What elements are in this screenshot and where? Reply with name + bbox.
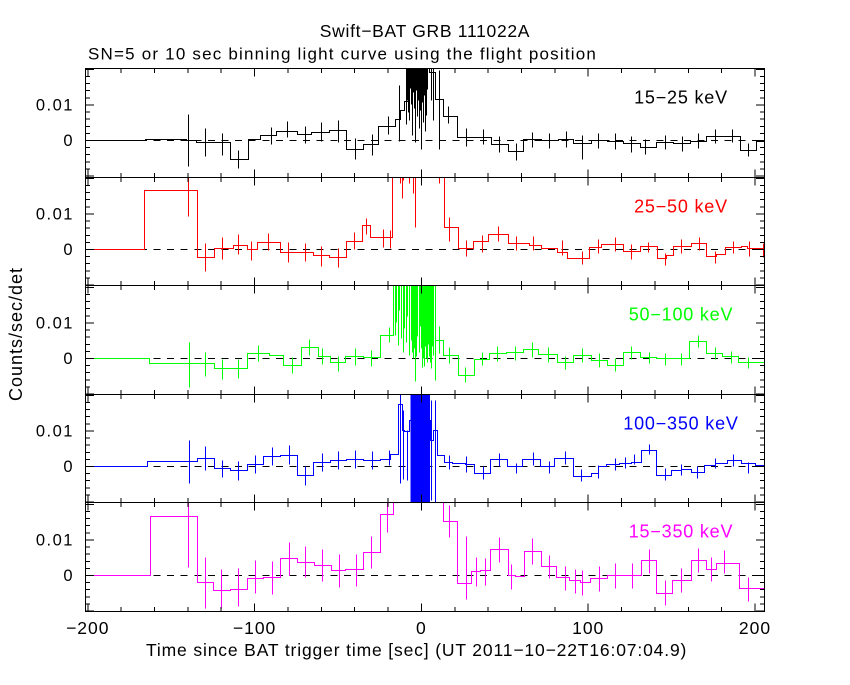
svg-text:15−25 keV: 15−25 keV [634, 88, 728, 108]
svg-text:−200: −200 [66, 618, 109, 638]
svg-text:100−350 keV: 100−350 keV [623, 414, 738, 434]
svg-text:0: 0 [416, 618, 427, 638]
svg-text:0.01: 0.01 [36, 314, 74, 332]
svg-text:100: 100 [572, 618, 604, 638]
svg-text:15−350 keV: 15−350 keV [629, 522, 734, 542]
svg-text:200: 200 [739, 618, 771, 638]
svg-text:0.01: 0.01 [36, 205, 74, 223]
svg-text:SN=5 or 10 sec binning light c: SN=5 or 10 sec binning light curve using… [88, 45, 597, 64]
svg-text:0: 0 [63, 241, 74, 259]
svg-text:0: 0 [63, 132, 74, 150]
svg-text:Swift−BAT GRB 111022A: Swift−BAT GRB 111022A [320, 21, 530, 41]
svg-text:Time since BAT trigger time [s: Time since BAT trigger time [sec] (UT 20… [146, 640, 687, 660]
svg-text:0: 0 [63, 458, 74, 476]
svg-text:Counts/sec/det: Counts/sec/det [6, 267, 26, 401]
svg-text:50−100 keV: 50−100 keV [629, 305, 734, 325]
svg-text:0.01: 0.01 [36, 96, 74, 114]
svg-text:0: 0 [63, 350, 74, 368]
svg-text:−100: −100 [233, 618, 276, 638]
svg-text:0: 0 [63, 567, 74, 585]
svg-text:0.01: 0.01 [36, 422, 74, 440]
svg-text:0.01: 0.01 [36, 531, 74, 549]
svg-text:25−50 keV: 25−50 keV [634, 197, 728, 217]
